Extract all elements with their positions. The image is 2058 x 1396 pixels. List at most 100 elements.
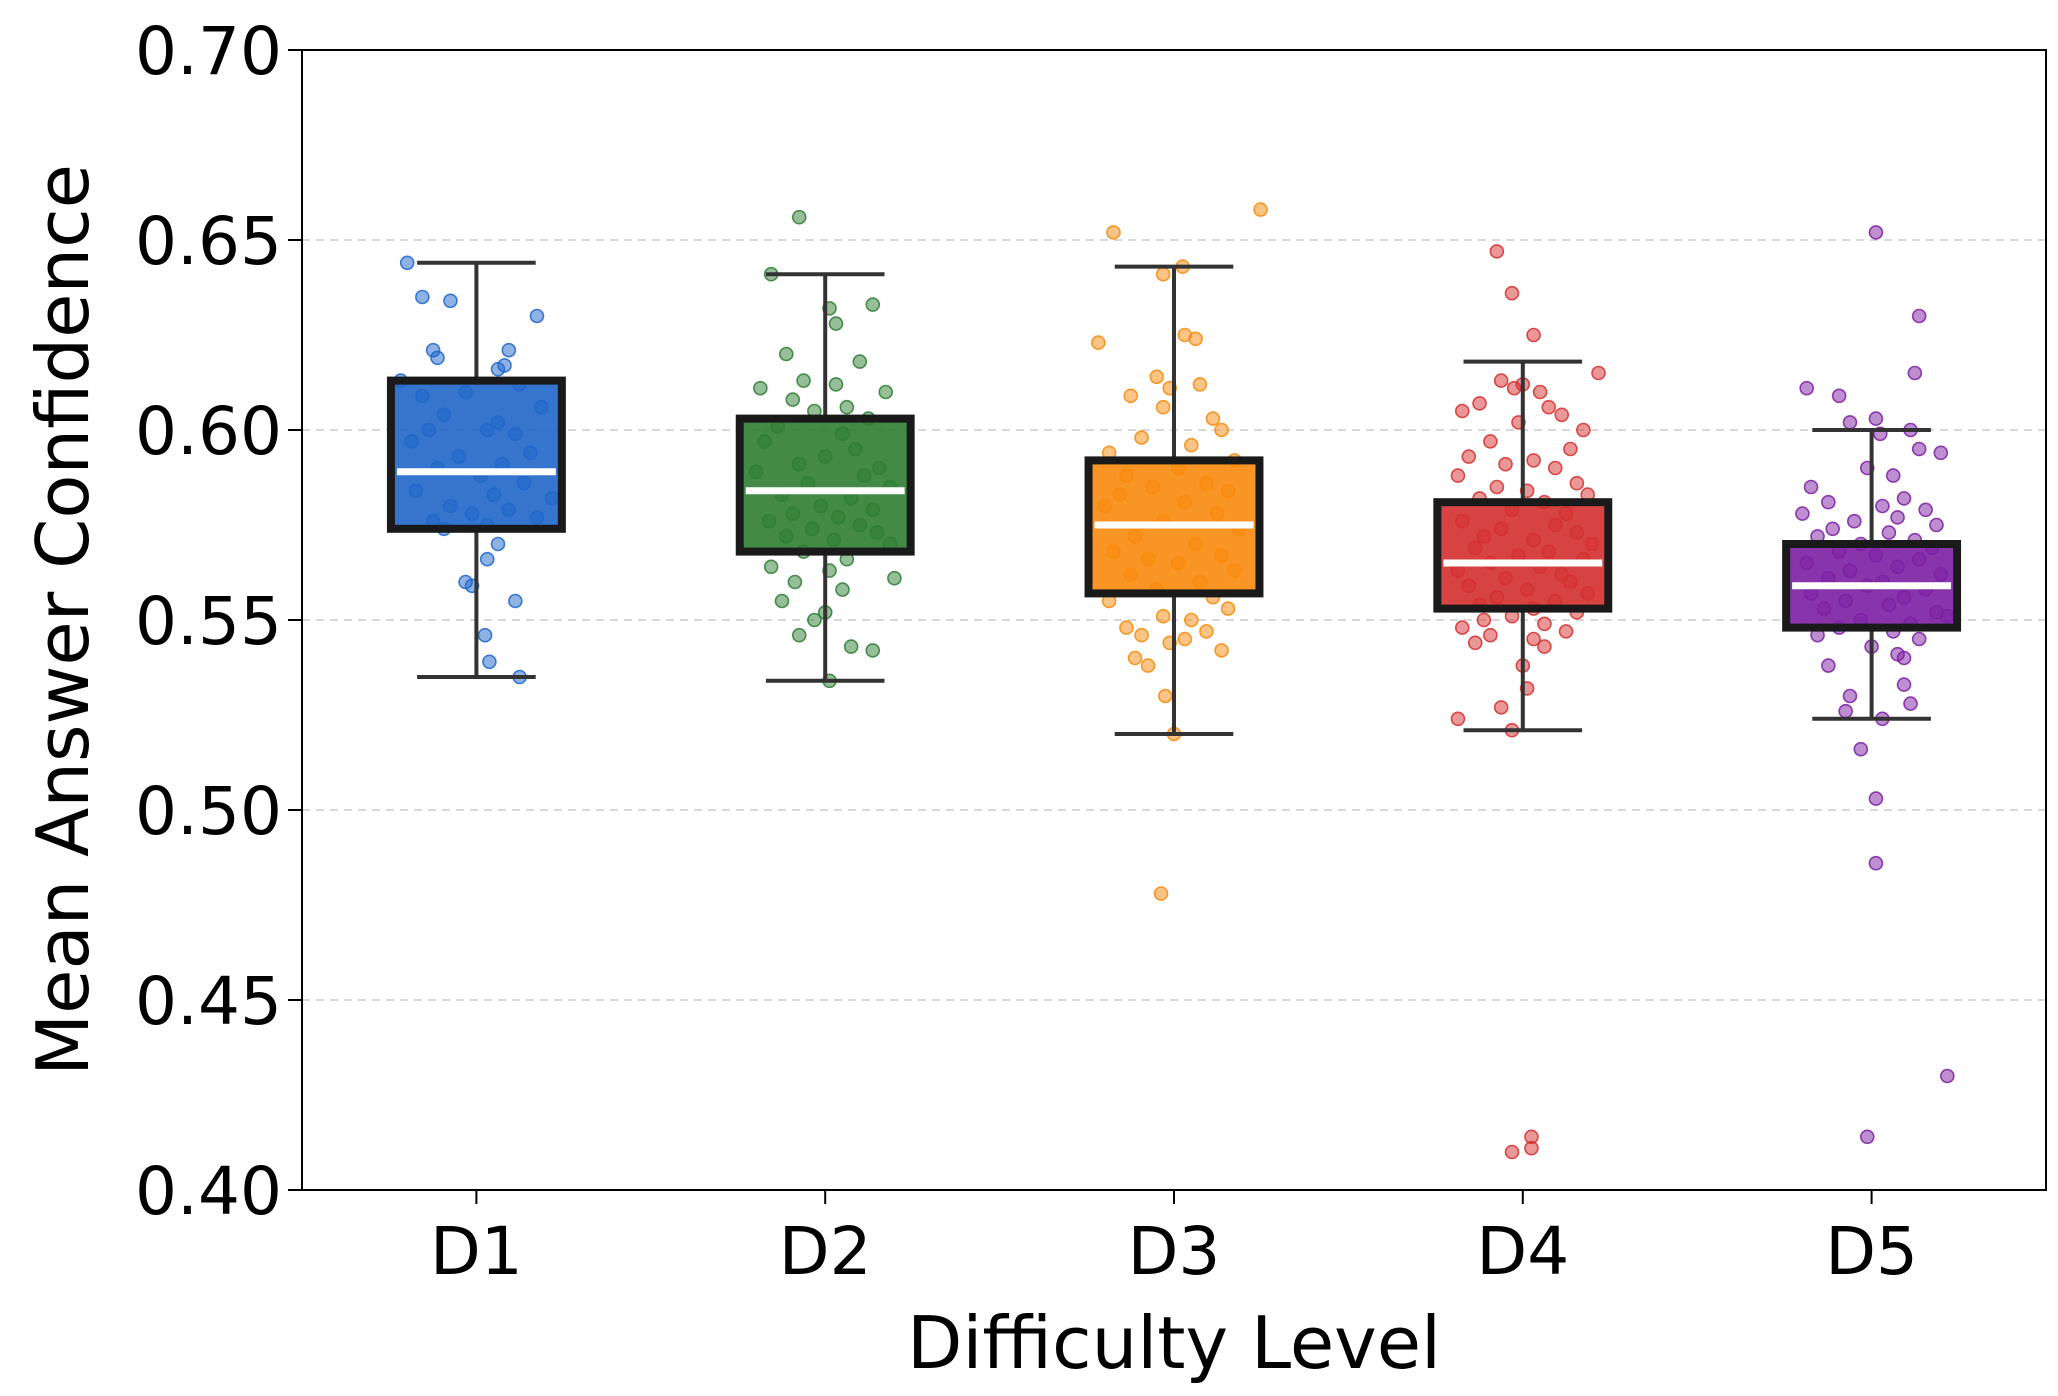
data-point-d5 <box>1799 380 1815 396</box>
data-point-d1 <box>399 255 415 271</box>
data-point-d1 <box>490 361 506 377</box>
data-point-d1 <box>415 289 430 305</box>
data-point-d5 <box>1896 650 1912 666</box>
data-point-d4 <box>1526 631 1541 647</box>
data-point-d4 <box>1576 422 1591 438</box>
data-point-d2 <box>865 643 881 658</box>
data-point-d3 <box>1188 331 1203 347</box>
data-point-d2 <box>785 392 801 407</box>
data-point-d1 <box>508 593 523 609</box>
x-axis-ticks: D1 D2 D3 D4 D5 <box>430 1190 1918 1290</box>
data-point-d3 <box>1123 388 1139 404</box>
x-tick-label: D3 <box>1128 1213 1221 1290</box>
data-point-d5 <box>1821 658 1836 673</box>
iqr-box <box>1433 498 1613 613</box>
data-point-d5 <box>1896 677 1912 692</box>
data-point-d1 <box>443 293 458 309</box>
data-point-d1 <box>482 654 497 670</box>
data-point-d3 <box>1106 225 1121 240</box>
y-axis-ticks: 0.40 0.45 0.50 0.55 0.60 0.65 0.70 <box>135 13 302 1230</box>
data-point-d1 <box>477 627 493 643</box>
data-point-d1 <box>529 308 545 324</box>
data-point-d2 <box>887 570 902 586</box>
data-point-d2 <box>865 297 881 312</box>
data-point-d3 <box>1119 620 1134 635</box>
data-point-d4 <box>1489 244 1505 259</box>
data-point-d3 <box>1205 411 1221 426</box>
data-point-d2 <box>839 399 855 415</box>
data-point-d5 <box>1859 1129 1875 1145</box>
box-d3 <box>1084 264 1264 736</box>
data-point-d2 <box>807 612 822 628</box>
x-tick-label: D5 <box>1825 1213 1918 1290</box>
data-point-d3 <box>1155 608 1171 624</box>
data-point-d5 <box>1868 855 1884 871</box>
data-point-d4 <box>1450 468 1466 483</box>
data-point-d3 <box>1155 266 1171 282</box>
data-point-d2 <box>843 639 859 654</box>
data-point-d4 <box>1498 456 1513 472</box>
data-point-d5 <box>1842 415 1858 430</box>
data-point-d4 <box>1472 396 1487 411</box>
data-point-d5 <box>1868 791 1884 806</box>
x-tick-label: D4 <box>1476 1213 1569 1290</box>
data-point-d4 <box>1526 453 1541 468</box>
data-point-d5 <box>1881 525 1897 540</box>
box-d4 <box>1433 359 1613 733</box>
data-point-d2 <box>828 316 844 331</box>
data-point-d5 <box>1795 506 1810 521</box>
data-point-d4 <box>1504 285 1520 301</box>
data-point-d4 <box>1591 365 1606 381</box>
data-point-d2 <box>791 209 807 225</box>
data-point-d4 <box>1506 380 1522 396</box>
data-point-d4 <box>1541 399 1557 415</box>
data-point-d5 <box>1846 513 1862 529</box>
box-d1 <box>386 260 566 679</box>
data-point-d5 <box>1842 688 1858 704</box>
data-point-d3 <box>1158 688 1173 704</box>
data-point-d5 <box>1911 308 1927 324</box>
data-point-d4 <box>1532 384 1548 400</box>
data-point-d2 <box>835 582 850 597</box>
data-point-d4 <box>1493 700 1509 715</box>
data-point-d1 <box>479 551 495 567</box>
data-point-d2 <box>778 346 794 362</box>
y-tick-label: 0.55 <box>135 583 282 660</box>
data-point-d4 <box>1483 627 1498 643</box>
data-point-d4 <box>1476 612 1492 628</box>
data-point-d2 <box>763 559 779 575</box>
data-point-d5 <box>1896 491 1912 506</box>
data-point-d5 <box>1875 498 1890 514</box>
data-point-d3 <box>1214 643 1229 658</box>
data-point-d5 <box>1933 445 1949 461</box>
data-point-d3 <box>1149 369 1164 385</box>
data-point-d5 <box>1903 696 1918 711</box>
data-point-d4 <box>1489 479 1505 495</box>
data-point-d4 <box>1558 624 1574 639</box>
data-point-d4 <box>1461 449 1477 464</box>
iqr-box <box>735 414 915 556</box>
data-point-d3 <box>1253 202 1268 217</box>
data-point-d2 <box>828 377 844 392</box>
data-point-d4 <box>1537 639 1552 654</box>
y-tick-label: 0.60 <box>135 393 282 470</box>
data-point-d3 <box>1177 631 1193 647</box>
data-point-d4 <box>1504 1144 1520 1160</box>
data-point-d3 <box>1155 399 1171 415</box>
data-point-d2 <box>852 354 868 369</box>
data-point-d3 <box>1192 377 1208 392</box>
y-tick-label: 0.45 <box>135 963 282 1040</box>
data-point-d5 <box>1825 521 1840 537</box>
data-point-d3 <box>1140 658 1156 673</box>
data-point-d5 <box>1907 365 1923 381</box>
iqr-box <box>386 376 566 533</box>
y-tick-label: 0.70 <box>135 13 282 90</box>
data-point-d2 <box>878 384 894 400</box>
box-d2 <box>735 272 915 683</box>
data-point-d2 <box>791 627 807 643</box>
data-point-d2 <box>753 380 768 396</box>
data-point-d3 <box>1153 886 1169 901</box>
data-point-d4 <box>1563 441 1578 457</box>
data-point-d5 <box>1890 510 1905 525</box>
